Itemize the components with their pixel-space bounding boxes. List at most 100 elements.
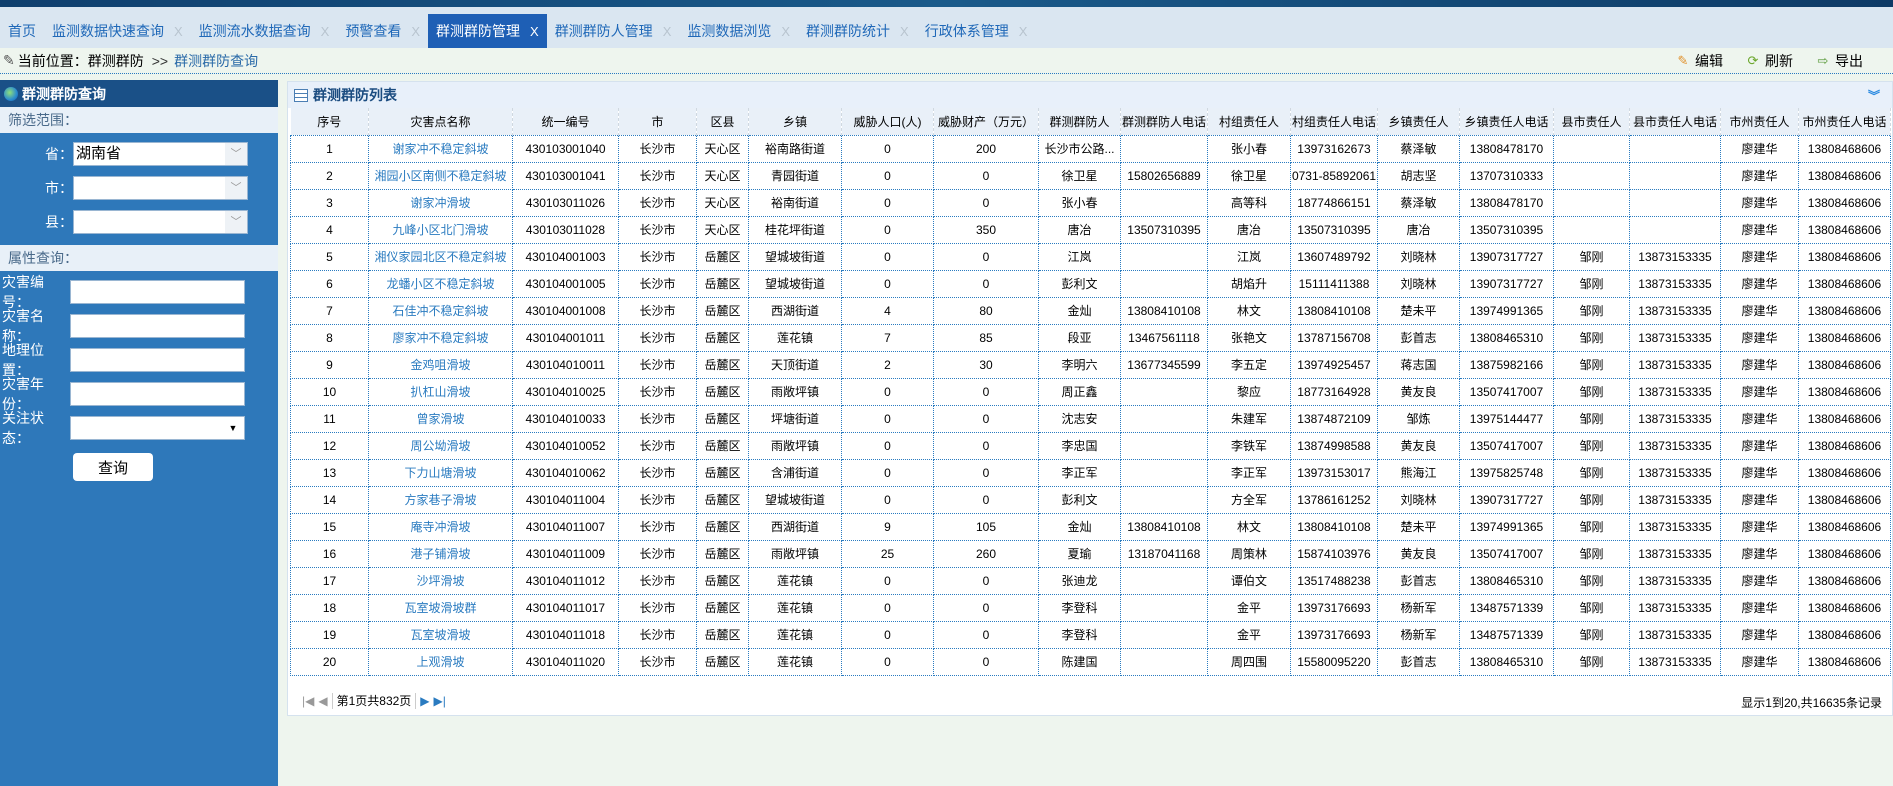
- column-header[interactable]: 村组责任人电话: [1290, 108, 1378, 135]
- column-header[interactable]: 群测群防人: [1038, 108, 1121, 135]
- tab-6[interactable]: 监测数据浏览 X: [679, 14, 798, 48]
- table-row[interactable]: 11 曾家滑坡 430104010033 长沙市 岳麓区 坪塘街道 0 0 沈志安 朱建军 1387…: [290, 404, 1891, 433]
- column-header[interactable]: 乡镇: [748, 108, 842, 135]
- refresh-button[interactable]: ⟳ 刷新: [1745, 51, 1793, 71]
- table-cell: 0: [933, 188, 1039, 217]
- disaster-name-link[interactable]: 上观滑坡: [368, 647, 513, 676]
- table-row[interactable]: 13 下力山塘滑坡 430104010062 长沙市 岳麓区 含浦街道 0 0 李正军 李正军 13…: [290, 458, 1891, 487]
- tab-label: 预警查看: [345, 23, 402, 39]
- disaster-name-link[interactable]: 下力山塘滑坡: [368, 458, 513, 487]
- disaster-name-link[interactable]: 谢家冲滑坡: [368, 188, 513, 217]
- column-header[interactable]: 乡镇责任人电话: [1459, 108, 1554, 135]
- collapse-icon[interactable]: ︾: [1867, 88, 1880, 103]
- disaster-name-link[interactable]: 廖家冲不稳定斜坡: [368, 323, 513, 352]
- tab-2[interactable]: 监测流水数据查询 X: [191, 14, 338, 48]
- last-page-icon[interactable]: ▶|: [433, 693, 446, 708]
- table-row[interactable]: 16 港子铺滑坡 430104011009 长沙市 岳麓区 雨敞坪镇 25 260 夏瑜 1318…: [290, 539, 1891, 568]
- breadcrumb-current[interactable]: 群测群防查询: [174, 52, 259, 69]
- table-row[interactable]: 15 庵寺冲滑坡 430104011007 长沙市 岳麓区 西湖街道 9 105 金灿 13808…: [290, 512, 1891, 541]
- disaster-name-link[interactable]: 港子铺滑坡: [368, 539, 513, 568]
- column-header[interactable]: 市州责任人电话: [1798, 108, 1891, 135]
- disaster-name-link[interactable]: 湘园小区南侧不稳定斜坡: [368, 161, 513, 190]
- disaster-name-link[interactable]: 方家巷子滑坡: [368, 485, 513, 514]
- close-icon[interactable]: X: [900, 23, 909, 39]
- disaster-name-link[interactable]: 湘仪家园北区不稳定斜坡: [368, 242, 513, 271]
- first-page-icon[interactable]: |◀: [302, 693, 315, 708]
- column-header[interactable]: 灾害点名称: [368, 108, 513, 135]
- table-row[interactable]: 18 瓦室坡滑坡群 430104011017 长沙市 岳麓区 莲花镇 0 0 李登科 金平 1397…: [290, 593, 1891, 622]
- county-select[interactable]: ﹀: [73, 210, 248, 234]
- table-row[interactable]: 10 扒杠山滑坡 430104010025 长沙市 岳麓区 雨敞坪镇 0 0 周正鑫 黎应 1877…: [290, 377, 1891, 406]
- disaster-name-link[interactable]: 谢家冲不稳定斜坡: [368, 134, 513, 163]
- table-row[interactable]: 17 沙坪滑坡 430104011012 长沙市 岳麓区 莲花镇 0 0 张迪龙 谭伯文 13517…: [290, 566, 1891, 595]
- column-header[interactable]: 市: [618, 108, 697, 135]
- column-header[interactable]: 群测群防人电话: [1120, 108, 1208, 135]
- province-select[interactable]: 湖南省 ﹀: [73, 142, 248, 166]
- code-row: 灾害编号：: [0, 274, 278, 310]
- table-cell: 13467561118: [1120, 323, 1208, 352]
- table-row[interactable]: 19 瓦室坡滑坡 430104011018 长沙市 岳麓区 莲花镇 0 0 李登科 金平 13973…: [290, 620, 1891, 649]
- column-header[interactable]: 序号: [290, 108, 369, 135]
- column-header[interactable]: 县市责任人电话: [1629, 108, 1721, 135]
- query-button[interactable]: 查询: [73, 453, 153, 481]
- tab-8[interactable]: 行政体系管理 X: [917, 14, 1036, 48]
- edit-button[interactable]: ✎ 编辑: [1675, 51, 1723, 71]
- export-button[interactable]: ⇨ 导出: [1815, 51, 1863, 71]
- disaster-name-link[interactable]: 沙坪滑坡: [368, 566, 513, 595]
- column-header[interactable]: 威胁财产（万元）: [933, 108, 1039, 135]
- pagination: |◀ ◀ 第1页共832页 ▶ ▶|: [302, 692, 446, 709]
- disaster-name-link[interactable]: 石佳冲不稳定斜坡: [368, 296, 513, 325]
- close-icon[interactable]: X: [411, 23, 421, 39]
- table-row[interactable]: 14 方家巷子滑坡 430104011004 长沙市 岳麓区 望城坡街道 0 0 彭利文 方全军 1…: [290, 485, 1891, 514]
- table-row[interactable]: 7 石佳冲不稳定斜坡 430104001008 长沙市 岳麓区 西湖街道 4 80 金灿 1380…: [290, 296, 1891, 325]
- disaster-name-link[interactable]: 曾家滑坡: [368, 404, 513, 433]
- column-header[interactable]: 威胁人口(人): [841, 108, 934, 135]
- prev-page-icon[interactable]: ◀: [318, 693, 328, 708]
- table-cell: 430103011028: [512, 215, 619, 244]
- tab-0[interactable]: 首页: [0, 14, 44, 48]
- disaster-code-input[interactable]: [70, 280, 245, 304]
- disaster-year-input[interactable]: [70, 382, 245, 406]
- follow-status-select[interactable]: ▼: [70, 416, 245, 440]
- disaster-name-link[interactable]: 九峰小区北门滑坡: [368, 215, 513, 244]
- column-header[interactable]: 区县: [696, 108, 749, 135]
- disaster-name-link[interactable]: 周公坳滑坡: [368, 431, 513, 460]
- column-header[interactable]: 市州责任人: [1720, 108, 1799, 135]
- disaster-name-link[interactable]: 庵寺冲滑坡: [368, 512, 513, 541]
- table-row[interactable]: 8 廖家冲不稳定斜坡 430104001011 长沙市 岳麓区 莲花镇 7 85 段亚 13467…: [290, 323, 1891, 352]
- close-icon[interactable]: X: [174, 23, 183, 39]
- column-header[interactable]: 统一编号: [512, 108, 619, 135]
- table-row[interactable]: 4 九峰小区北门滑坡 430103011028 长沙市 天心区 桂花坪街道 0 350 唐冶 13…: [290, 215, 1891, 244]
- location-input[interactable]: [70, 348, 245, 372]
- column-header[interactable]: 县市责任人: [1553, 108, 1630, 135]
- table-cell: 18773164928: [1290, 377, 1378, 406]
- tab-7[interactable]: 群测群防统计 X: [798, 14, 917, 48]
- table-row[interactable]: 3 谢家冲滑坡 430103011026 长沙市 天心区 裕南街道 0 0 张小春 高等科 1877…: [290, 188, 1891, 217]
- disaster-name-link[interactable]: 扒杠山滑坡: [368, 377, 513, 406]
- close-icon[interactable]: X: [530, 23, 539, 39]
- disaster-name-link[interactable]: 瓦室坡滑坡: [368, 620, 513, 649]
- disaster-name-input[interactable]: [70, 314, 245, 338]
- table-row[interactable]: 5 湘仪家园北区不稳定斜坡 430104001003 长沙市 岳麓区 望城坡街道 0 0 江岚江…: [290, 242, 1891, 271]
- column-header[interactable]: 村组责任人: [1207, 108, 1291, 135]
- table-row[interactable]: 12 周公坳滑坡 430104010052 长沙市 岳麓区 雨敞坪镇 0 0 李忠国 李铁军 138…: [290, 431, 1891, 460]
- table-row[interactable]: 9 金鸡咀滑坡 430104010011 长沙市 岳麓区 天顶街道 2 30 李明六 136773…: [290, 350, 1891, 379]
- disaster-name-link[interactable]: 金鸡咀滑坡: [368, 350, 513, 379]
- disaster-name-link[interactable]: 瓦室坡滑坡群: [368, 593, 513, 622]
- tab-3[interactable]: 预警查看 X: [337, 14, 428, 48]
- table-row[interactable]: 1 谢家冲不稳定斜坡 430103001040 长沙市 天心区 裕南路街道 0 200 长沙市公…: [290, 134, 1891, 163]
- tab-1[interactable]: 监测数据快速查询 X: [44, 14, 191, 48]
- next-page-icon[interactable]: ▶: [420, 693, 430, 708]
- tab-4[interactable]: 群测群防管理 X: [428, 14, 547, 48]
- column-header[interactable]: 乡镇责任人: [1377, 108, 1460, 135]
- close-icon[interactable]: X: [320, 23, 330, 39]
- table-row[interactable]: 6 龙蟠小区不稳定斜坡 430104001005 长沙市 岳麓区 望城坡街道 0 0 彭利文 胡焰…: [290, 269, 1891, 298]
- city-select[interactable]: ﹀: [73, 176, 248, 200]
- close-icon[interactable]: X: [662, 23, 672, 39]
- table-row[interactable]: 20 上观滑坡 430104011020 长沙市 岳麓区 莲花镇 0 0 陈建国 周四围 15580…: [290, 647, 1891, 676]
- close-icon[interactable]: X: [781, 23, 791, 39]
- close-icon[interactable]: X: [1018, 23, 1028, 39]
- tab-5[interactable]: 群测群防人管理 X: [547, 14, 680, 48]
- disaster-name-link[interactable]: 龙蟠小区不稳定斜坡: [368, 269, 513, 298]
- table-row[interactable]: 2 湘园小区南侧不稳定斜坡 430103001041 长沙市 天心区 青园街道 0 0 徐卫星 1…: [290, 161, 1891, 190]
